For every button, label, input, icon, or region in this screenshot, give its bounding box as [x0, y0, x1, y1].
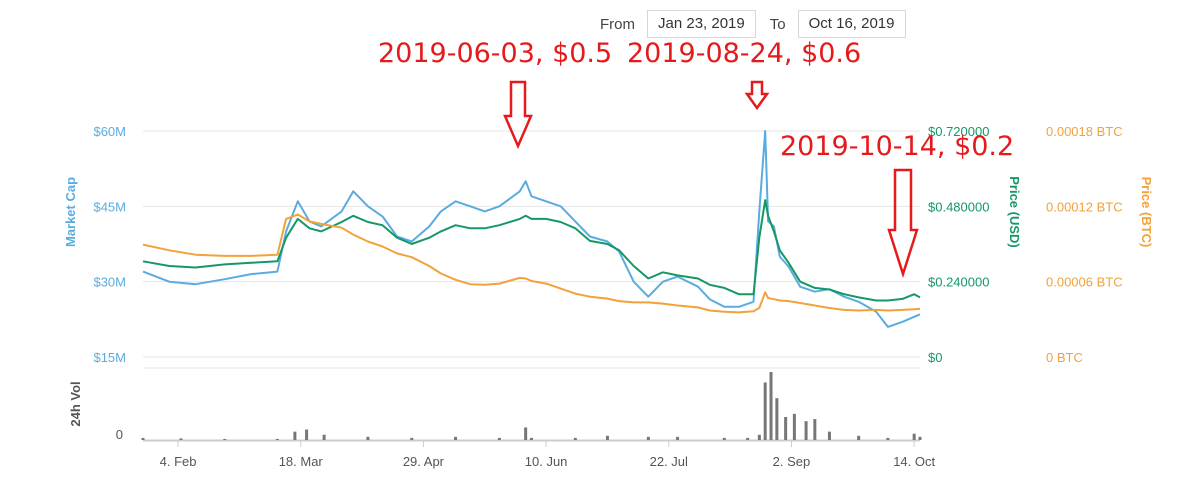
- x-tick-label: 22. Jul: [650, 454, 688, 469]
- y-tick-label: $0: [928, 350, 942, 365]
- to-label: To: [769, 15, 786, 33]
- from-date-input[interactable]: Jan 23, 2019: [647, 10, 756, 38]
- volume-bar: [763, 382, 767, 440]
- volume-bar: [573, 437, 577, 440]
- volume-bar: [769, 372, 773, 440]
- y-tick-label: $30M: [93, 275, 126, 290]
- x-tick-label: 18. Mar: [279, 454, 324, 469]
- volume-bar: [179, 438, 183, 440]
- volume-bar: [410, 437, 414, 440]
- x-tick-label: 14. Oct: [893, 454, 935, 469]
- volume-bar: [804, 421, 808, 440]
- y-tick-label: 0.00012 BTC: [1046, 199, 1123, 214]
- y-tick-label: $45M: [93, 199, 126, 214]
- annotation-arrow: [503, 80, 533, 150]
- y-tick-label: 0.00018 BTC: [1046, 124, 1123, 139]
- volume-bar: [322, 434, 326, 440]
- x-tick-label: 4. Feb: [160, 454, 197, 469]
- annotation-label: 2019-08-24, $0.6: [627, 38, 862, 69]
- volume-bar: [813, 419, 817, 440]
- volume-bar: [305, 429, 309, 440]
- y-axis-title: Price (BTC): [1139, 177, 1154, 248]
- volume-bar: [605, 435, 609, 440]
- volume-bar: [912, 433, 916, 440]
- volume-bar: [497, 437, 501, 440]
- annotation-arrows: [503, 80, 919, 279]
- volume-bar: [524, 427, 528, 440]
- volume-tick-label: 0: [116, 427, 123, 442]
- volume-bar: [293, 431, 297, 440]
- volume-bar: [275, 438, 279, 440]
- from-label: From: [600, 15, 635, 33]
- y-tick-label: 0 BTC: [1046, 350, 1083, 365]
- volume-bar: [530, 437, 533, 440]
- y-tick-label: $15M: [93, 350, 126, 365]
- volume-bar: [646, 436, 650, 440]
- volume-axis-title: 24h Vol: [68, 381, 83, 426]
- volume-bar: [454, 436, 458, 440]
- annotation-arrow: [744, 80, 770, 111]
- volume-bar: [722, 437, 726, 440]
- volume-bar: [918, 436, 922, 440]
- volume-bar: [757, 434, 761, 440]
- volume-bar: [746, 437, 750, 440]
- volume-bar: [366, 436, 370, 440]
- volume-bar: [792, 413, 796, 440]
- y-tick-label: $0.480000: [928, 199, 989, 214]
- y-axis-title: Market Cap: [63, 177, 78, 247]
- annotation-label: 2019-06-03, $0.5: [378, 38, 613, 69]
- volume-bar: [141, 437, 145, 440]
- volume-bar: [223, 438, 227, 440]
- axes: $15M $30M $45M $60M $0 $0.240000 $0.480000 $0.7…: [63, 124, 1154, 469]
- y-axis-title: Price (USD): [1007, 176, 1022, 248]
- annotation-arrow: [887, 168, 919, 279]
- volume-bar: [784, 416, 788, 440]
- price-usd-line: [142, 199, 921, 302]
- x-tick-label: 10. Jun: [525, 454, 568, 469]
- y-tick-label: $60M: [93, 124, 126, 139]
- volume-bar: [775, 398, 779, 440]
- volume-bar: [886, 437, 890, 440]
- y-tick-label: 0.00006 BTC: [1046, 275, 1123, 290]
- volume-bar: [857, 435, 861, 440]
- date-range-picker: From Jan 23, 2019 To Oct 16, 2019: [600, 10, 906, 38]
- grid-lines: [143, 130, 920, 358]
- volume-bar: [676, 436, 680, 440]
- x-tick-label: 29. Apr: [403, 454, 445, 469]
- series-layer: [142, 130, 921, 328]
- x-tick-label: 2. Sep: [773, 454, 811, 469]
- volume-panel: 24h Vol 0: [68, 367, 922, 442]
- annotation-label: 2019-10-14, $0.2: [780, 131, 1015, 162]
- y-tick-label: $0.720000: [928, 124, 989, 139]
- price-btc-line: [142, 213, 921, 314]
- y-tick-label: $0.240000: [928, 275, 989, 290]
- to-date-input[interactable]: Oct 16, 2019: [797, 10, 906, 38]
- volume-bar: [827, 431, 831, 440]
